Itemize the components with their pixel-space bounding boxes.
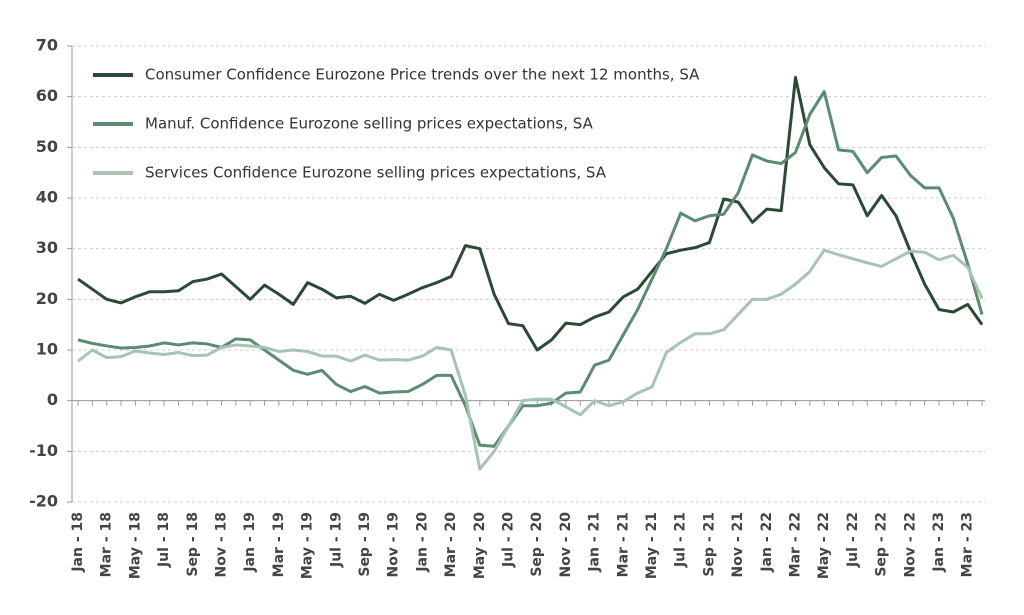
series-line (77, 75, 984, 352)
x-tick-label: Mar - 18 (99, 512, 115, 577)
x-tick-label: Jul - 22 (845, 512, 861, 568)
x-tick-label: Nov - 20 (558, 512, 574, 578)
y-tick-label: 0 (47, 390, 58, 409)
x-tick-label: Jan - 19 (242, 512, 258, 573)
y-tick-label: 70 (36, 36, 58, 55)
x-tick-label: Sep - 20 (529, 512, 545, 577)
x-tick-label: Mar - 21 (615, 512, 631, 577)
x-tick-label: Nov - 19 (386, 512, 402, 578)
x-tick-label: Jul - 21 (673, 512, 689, 568)
x-tick-label: May - 22 (816, 512, 832, 579)
x-tick-label: Jan - 22 (759, 512, 775, 573)
x-tick-label: Sep - 19 (357, 512, 373, 577)
y-tick-label: 40 (36, 188, 58, 207)
y-tick-label: 60 (36, 86, 58, 105)
x-tick-label: Jan - 21 (587, 512, 603, 573)
y-tick-label: 50 (36, 137, 58, 156)
x-tick-label: Mar - 20 (443, 512, 459, 578)
x-tick-label: Jul - 20 (501, 512, 517, 568)
x-tick-label: Sep - 22 (874, 512, 890, 577)
x-tick-label: Jan - 20 (414, 512, 430, 573)
y-tick-label: -10 (29, 441, 58, 460)
x-tick-label: Mar - 19 (271, 512, 287, 577)
x-tick-label: Sep - 21 (701, 512, 717, 577)
x-tick-label: Jul - 19 (328, 512, 344, 568)
x-tick-label: Nov - 18 (214, 512, 230, 578)
series-line (77, 90, 984, 448)
legend-label: Manuf. Confidence Eurozone selling price… (145, 115, 594, 133)
legend-label: Services Confidence Eurozone selling pri… (145, 164, 607, 182)
y-tick-label: 10 (36, 340, 58, 359)
x-tick-label: Jul - 18 (156, 512, 172, 568)
x-tick-label: Mar - 22 (788, 512, 804, 577)
x-tick-label: Nov - 21 (730, 512, 746, 578)
x-tick-label: Mar - 23 (960, 512, 976, 577)
x-tick-label: Sep - 18 (185, 512, 201, 577)
y-tick-label: 20 (36, 289, 58, 308)
x-tick-label: May - 18 (127, 512, 143, 579)
x-tick-label: May - 19 (300, 512, 316, 579)
x-tick-label: Jan - 18 (70, 512, 86, 573)
y-tick-label: -20 (29, 492, 58, 511)
x-tick-label: May - 20 (472, 512, 488, 579)
series-line (77, 248, 984, 471)
x-tick-label: May - 21 (644, 512, 660, 579)
legend-label: Consumer Confidence Eurozone Price trend… (145, 66, 700, 84)
x-tick-label: Nov - 22 (902, 512, 918, 578)
y-tick-label: 30 (36, 238, 58, 257)
x-tick-label: Jan - 23 (931, 512, 947, 573)
